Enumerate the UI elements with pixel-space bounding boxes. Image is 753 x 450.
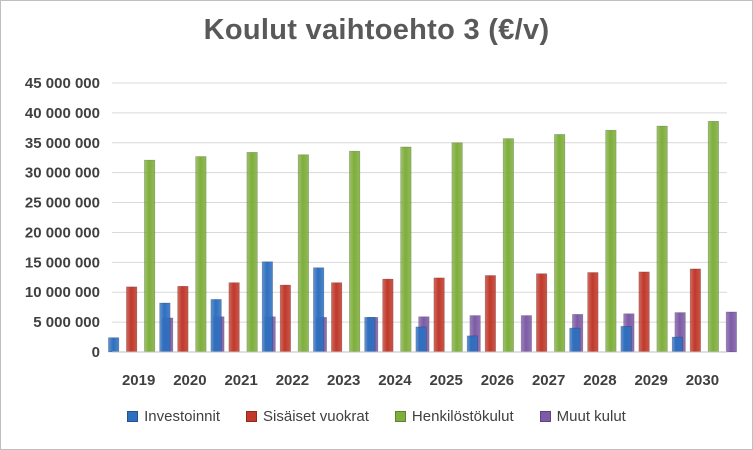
bar-sisäiset-vuokrat-2030 <box>689 268 701 353</box>
x-tick-label: 2025 <box>429 372 462 389</box>
y-tick-label: 5 000 000 <box>33 314 100 331</box>
bar-henkilöstökulut-2022 <box>297 154 309 353</box>
bar-sisäiset-vuokrat-2027 <box>536 273 548 353</box>
bar-muut-kulut-2026 <box>520 315 532 353</box>
chart-legend: Investoinnit Sisäiset vuokrat Henkilöstöku… <box>0 408 753 425</box>
y-tick-label: 10 000 000 <box>25 284 100 301</box>
legend-item: Henkilöstökulut <box>394 408 514 425</box>
bar-sisäiset-vuokrat-2025 <box>433 277 445 353</box>
legend-swatch <box>246 411 258 422</box>
x-tick-label: 2024 <box>378 372 412 389</box>
x-tick-label: 2026 <box>481 372 514 389</box>
x-tick-label: 2021 <box>224 372 257 389</box>
y-tick-label: 45 000 000 <box>25 75 100 92</box>
y-tick-label: 25 000 000 <box>25 195 100 212</box>
bar-sisäiset-vuokrat-2026 <box>484 275 496 353</box>
bar-henkilöstökulut-2027 <box>554 134 566 353</box>
bar-sisäiset-vuokrat-2019 <box>126 286 138 353</box>
legend-item: Sisäiset vuokrat <box>246 408 369 425</box>
bar-sisäiset-vuokrat-2020 <box>177 285 189 353</box>
bar-sisäiset-vuokrat-2021 <box>228 282 240 353</box>
x-tick-label: 2023 <box>327 372 360 389</box>
bar-henkilöstökulut-2030 <box>707 120 719 353</box>
bar-investoinnit-2025 <box>415 326 427 353</box>
bar-henkilöstökulut-2024 <box>400 146 412 353</box>
y-tick-label: 30 000 000 <box>25 165 100 182</box>
legend-label: Investoinnit <box>144 408 221 425</box>
bar-henkilöstökulut-2026 <box>502 138 514 353</box>
legend-swatch <box>127 411 139 422</box>
bar-investoinnit-2023 <box>313 267 325 353</box>
bar-henkilöstökulut-2025 <box>451 142 463 353</box>
y-tick-label: 40 000 000 <box>25 105 100 122</box>
legend-label: Sisäiset vuokrat <box>263 408 369 425</box>
x-tick-label: 2020 <box>173 372 206 389</box>
bar-investoinnit-2028 <box>569 327 581 353</box>
bar-investoinnit-2020 <box>159 302 171 353</box>
x-tick-label: 2019 <box>122 372 155 389</box>
bar-investoinnit-2029 <box>620 325 632 353</box>
y-tick-label: 20 000 000 <box>25 224 100 241</box>
y-tick-label: 15 000 000 <box>25 254 100 271</box>
bar-muut-kulut-2030 <box>725 311 737 353</box>
chart-title: Koulut vaihtoehto 3 (€/v) <box>203 14 550 46</box>
x-tick-label: 2027 <box>532 372 565 389</box>
legend-item: Muut kulut <box>539 408 626 425</box>
bar-henkilöstökulut-2028 <box>605 129 617 353</box>
bar-henkilöstökulut-2021 <box>246 152 258 353</box>
bar-sisäiset-vuokrat-2023 <box>331 282 343 353</box>
legend-label: Muut kulut <box>556 408 626 425</box>
x-tick-label: 2028 <box>583 372 616 389</box>
y-tick-label: 35 000 000 <box>25 135 100 152</box>
x-tick-label: 2030 <box>686 372 719 389</box>
bar-investoinnit-2026 <box>466 335 478 353</box>
bar-sisäiset-vuokrat-2022 <box>279 284 291 353</box>
bar-sisäiset-vuokrat-2029 <box>638 271 650 353</box>
bar-henkilöstökulut-2023 <box>349 150 361 353</box>
legend-label: Henkilöstökulut <box>411 408 514 425</box>
bar-investoinnit-2022 <box>261 261 273 353</box>
legend-swatch <box>539 411 551 422</box>
y-tick-label: 0 <box>92 344 100 361</box>
bar-investoinnit-2024 <box>364 317 376 353</box>
bar-investoinnit-2019 <box>108 337 120 353</box>
x-tick-label: 2029 <box>634 372 667 389</box>
bar-investoinnit-2021 <box>210 299 222 353</box>
x-tick-label: 2022 <box>276 372 309 389</box>
bar-henkilöstökulut-2029 <box>656 125 668 353</box>
legend-item: Investoinnit <box>127 408 220 425</box>
bar-sisäiset-vuokrat-2028 <box>587 272 599 353</box>
bar-henkilöstökulut-2019 <box>144 159 156 353</box>
bar-sisäiset-vuokrat-2024 <box>382 278 394 353</box>
bar-investoinnit-2030 <box>671 336 683 353</box>
legend-swatch <box>394 411 406 422</box>
bar-henkilöstökulut-2020 <box>195 156 207 353</box>
